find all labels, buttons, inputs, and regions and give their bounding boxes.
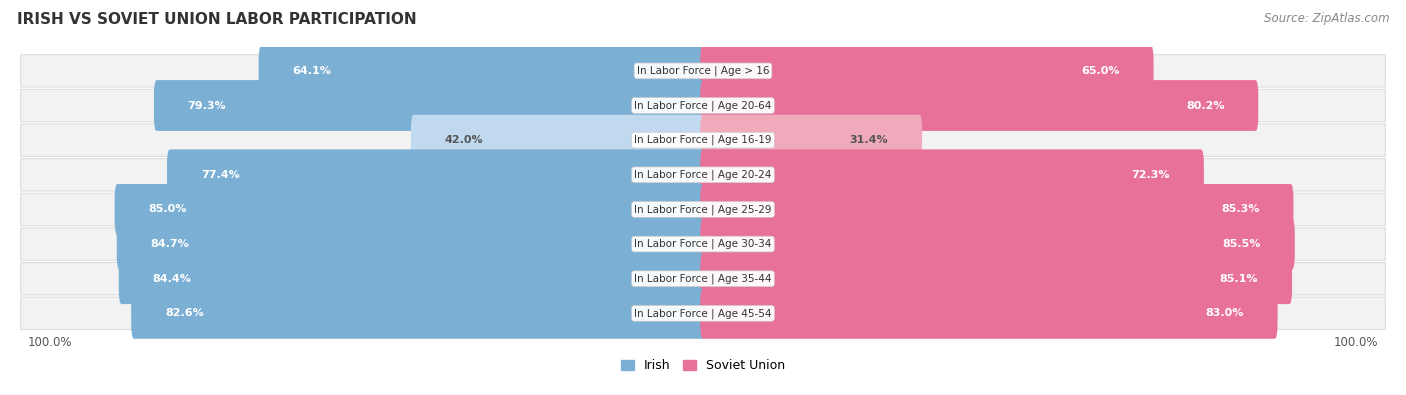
Text: In Labor Force | Age 35-44: In Labor Force | Age 35-44 <box>634 273 772 284</box>
FancyBboxPatch shape <box>153 80 706 131</box>
Text: 84.4%: 84.4% <box>152 274 191 284</box>
FancyBboxPatch shape <box>21 55 1385 87</box>
Text: 85.0%: 85.0% <box>149 205 187 214</box>
Text: 100.0%: 100.0% <box>28 337 72 350</box>
Text: In Labor Force | Age > 16: In Labor Force | Age > 16 <box>637 66 769 76</box>
FancyBboxPatch shape <box>700 288 1278 339</box>
FancyBboxPatch shape <box>411 115 706 166</box>
Text: 42.0%: 42.0% <box>444 135 484 145</box>
Text: 79.3%: 79.3% <box>187 100 226 111</box>
Text: 31.4%: 31.4% <box>849 135 889 145</box>
FancyBboxPatch shape <box>21 263 1385 295</box>
Text: 84.7%: 84.7% <box>150 239 190 249</box>
Text: 65.0%: 65.0% <box>1081 66 1119 76</box>
FancyBboxPatch shape <box>21 297 1385 329</box>
Text: 85.1%: 85.1% <box>1220 274 1258 284</box>
FancyBboxPatch shape <box>700 115 922 166</box>
FancyBboxPatch shape <box>700 253 1292 304</box>
Text: In Labor Force | Age 45-54: In Labor Force | Age 45-54 <box>634 308 772 319</box>
Text: In Labor Force | Age 25-29: In Labor Force | Age 25-29 <box>634 204 772 214</box>
Text: 80.2%: 80.2% <box>1187 100 1225 111</box>
FancyBboxPatch shape <box>21 89 1385 122</box>
Text: In Labor Force | Age 16-19: In Labor Force | Age 16-19 <box>634 135 772 145</box>
FancyBboxPatch shape <box>21 159 1385 191</box>
FancyBboxPatch shape <box>700 149 1204 200</box>
FancyBboxPatch shape <box>700 184 1294 235</box>
Text: Source: ZipAtlas.com: Source: ZipAtlas.com <box>1264 12 1389 25</box>
Text: 64.1%: 64.1% <box>292 66 332 76</box>
Text: 85.5%: 85.5% <box>1223 239 1261 249</box>
Text: 82.6%: 82.6% <box>165 308 204 318</box>
Text: 72.3%: 72.3% <box>1132 170 1170 180</box>
Text: 83.0%: 83.0% <box>1205 308 1244 318</box>
FancyBboxPatch shape <box>700 219 1295 269</box>
FancyBboxPatch shape <box>21 228 1385 260</box>
FancyBboxPatch shape <box>700 80 1258 131</box>
FancyBboxPatch shape <box>167 149 706 200</box>
Text: 77.4%: 77.4% <box>201 170 239 180</box>
FancyBboxPatch shape <box>118 253 706 304</box>
FancyBboxPatch shape <box>21 193 1385 226</box>
FancyBboxPatch shape <box>700 45 1153 96</box>
Text: In Labor Force | Age 20-24: In Labor Force | Age 20-24 <box>634 169 772 180</box>
Text: 85.3%: 85.3% <box>1222 205 1260 214</box>
Text: IRISH VS SOVIET UNION LABOR PARTICIPATION: IRISH VS SOVIET UNION LABOR PARTICIPATIO… <box>17 12 416 27</box>
FancyBboxPatch shape <box>131 288 706 339</box>
Text: 100.0%: 100.0% <box>1334 337 1378 350</box>
FancyBboxPatch shape <box>115 184 706 235</box>
Text: In Labor Force | Age 30-34: In Labor Force | Age 30-34 <box>634 239 772 249</box>
Text: In Labor Force | Age 20-64: In Labor Force | Age 20-64 <box>634 100 772 111</box>
FancyBboxPatch shape <box>259 45 706 96</box>
FancyBboxPatch shape <box>21 124 1385 156</box>
Legend: Irish, Soviet Union: Irish, Soviet Union <box>616 354 790 377</box>
FancyBboxPatch shape <box>117 219 706 269</box>
